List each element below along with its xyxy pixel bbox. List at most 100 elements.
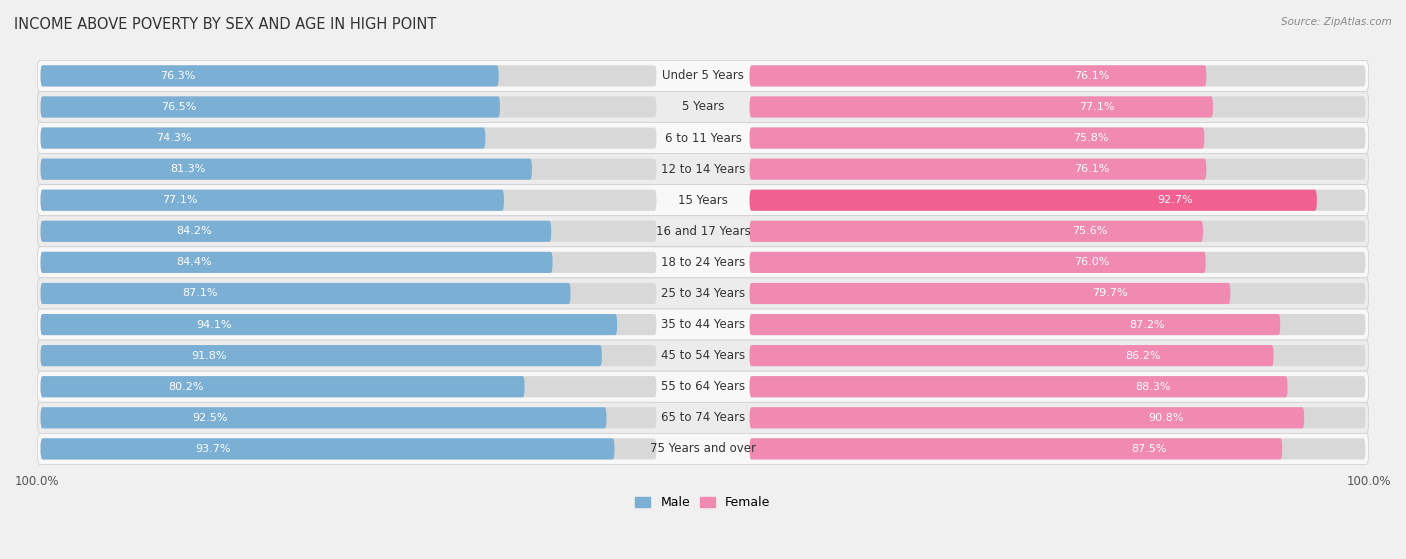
FancyBboxPatch shape xyxy=(749,252,1205,273)
FancyBboxPatch shape xyxy=(37,92,1369,122)
FancyBboxPatch shape xyxy=(749,65,1206,87)
Text: 76.1%: 76.1% xyxy=(1074,71,1109,81)
FancyBboxPatch shape xyxy=(41,190,503,211)
FancyBboxPatch shape xyxy=(749,314,1365,335)
FancyBboxPatch shape xyxy=(41,96,501,117)
FancyBboxPatch shape xyxy=(749,221,1365,242)
FancyBboxPatch shape xyxy=(41,345,602,366)
Text: 76.1%: 76.1% xyxy=(1074,164,1109,174)
FancyBboxPatch shape xyxy=(41,283,571,304)
Text: 87.1%: 87.1% xyxy=(181,288,218,299)
FancyBboxPatch shape xyxy=(749,314,1281,335)
Text: INCOME ABOVE POVERTY BY SEX AND AGE IN HIGH POINT: INCOME ABOVE POVERTY BY SEX AND AGE IN H… xyxy=(14,17,436,32)
FancyBboxPatch shape xyxy=(41,376,657,397)
FancyBboxPatch shape xyxy=(749,438,1365,459)
FancyBboxPatch shape xyxy=(37,340,1369,371)
FancyBboxPatch shape xyxy=(41,159,531,179)
FancyBboxPatch shape xyxy=(37,154,1369,184)
Text: 35 to 44 Years: 35 to 44 Years xyxy=(661,318,745,331)
FancyBboxPatch shape xyxy=(37,433,1369,465)
FancyBboxPatch shape xyxy=(41,252,553,273)
Text: 90.8%: 90.8% xyxy=(1147,413,1184,423)
FancyBboxPatch shape xyxy=(37,278,1369,309)
Text: 92.7%: 92.7% xyxy=(1157,195,1192,205)
FancyBboxPatch shape xyxy=(749,221,1204,242)
FancyBboxPatch shape xyxy=(41,65,657,87)
Text: 92.5%: 92.5% xyxy=(193,413,228,423)
Text: 84.4%: 84.4% xyxy=(176,257,212,267)
FancyBboxPatch shape xyxy=(749,190,1317,211)
Text: 5 Years: 5 Years xyxy=(682,101,724,113)
FancyBboxPatch shape xyxy=(41,345,657,366)
FancyBboxPatch shape xyxy=(749,376,1288,397)
FancyBboxPatch shape xyxy=(37,309,1369,340)
Text: 16 and 17 Years: 16 and 17 Years xyxy=(655,225,751,238)
Text: 79.7%: 79.7% xyxy=(1092,288,1128,299)
Text: 88.3%: 88.3% xyxy=(1135,382,1171,392)
Text: 93.7%: 93.7% xyxy=(195,444,231,454)
FancyBboxPatch shape xyxy=(749,252,1365,273)
Text: 81.3%: 81.3% xyxy=(170,164,205,174)
Text: 80.2%: 80.2% xyxy=(169,382,204,392)
FancyBboxPatch shape xyxy=(41,408,657,428)
FancyBboxPatch shape xyxy=(41,127,485,149)
Text: Source: ZipAtlas.com: Source: ZipAtlas.com xyxy=(1281,17,1392,27)
Text: 87.2%: 87.2% xyxy=(1130,320,1166,330)
Text: 18 to 24 Years: 18 to 24 Years xyxy=(661,256,745,269)
Text: 75.8%: 75.8% xyxy=(1073,133,1108,143)
FancyBboxPatch shape xyxy=(749,159,1365,179)
FancyBboxPatch shape xyxy=(41,283,657,304)
FancyBboxPatch shape xyxy=(41,221,551,242)
Text: 45 to 54 Years: 45 to 54 Years xyxy=(661,349,745,362)
FancyBboxPatch shape xyxy=(749,345,1274,366)
FancyBboxPatch shape xyxy=(749,127,1205,149)
FancyBboxPatch shape xyxy=(749,190,1365,211)
FancyBboxPatch shape xyxy=(41,190,657,211)
FancyBboxPatch shape xyxy=(41,221,657,242)
FancyBboxPatch shape xyxy=(37,247,1369,278)
FancyBboxPatch shape xyxy=(41,438,614,459)
FancyBboxPatch shape xyxy=(749,345,1365,366)
FancyBboxPatch shape xyxy=(37,216,1369,247)
FancyBboxPatch shape xyxy=(749,283,1230,304)
Legend: Male, Female: Male, Female xyxy=(630,491,776,514)
Text: 65 to 74 Years: 65 to 74 Years xyxy=(661,411,745,424)
Text: 87.5%: 87.5% xyxy=(1132,444,1167,454)
FancyBboxPatch shape xyxy=(749,408,1305,428)
Text: 75.6%: 75.6% xyxy=(1071,226,1108,236)
Text: 6 to 11 Years: 6 to 11 Years xyxy=(665,131,741,145)
Text: 77.1%: 77.1% xyxy=(162,195,197,205)
Text: 86.2%: 86.2% xyxy=(1125,350,1160,361)
FancyBboxPatch shape xyxy=(41,408,606,428)
FancyBboxPatch shape xyxy=(41,159,657,179)
Text: 15 Years: 15 Years xyxy=(678,194,728,207)
FancyBboxPatch shape xyxy=(749,438,1282,459)
FancyBboxPatch shape xyxy=(41,314,657,335)
FancyBboxPatch shape xyxy=(749,96,1365,117)
Text: 76.0%: 76.0% xyxy=(1074,257,1109,267)
Text: 75 Years and over: 75 Years and over xyxy=(650,442,756,456)
FancyBboxPatch shape xyxy=(41,127,657,149)
FancyBboxPatch shape xyxy=(749,65,1365,87)
FancyBboxPatch shape xyxy=(749,376,1365,397)
Text: 76.3%: 76.3% xyxy=(160,71,195,81)
FancyBboxPatch shape xyxy=(749,408,1365,428)
Text: 84.2%: 84.2% xyxy=(176,226,211,236)
FancyBboxPatch shape xyxy=(37,371,1369,402)
FancyBboxPatch shape xyxy=(749,96,1213,117)
FancyBboxPatch shape xyxy=(37,60,1369,92)
FancyBboxPatch shape xyxy=(41,252,657,273)
Text: 91.8%: 91.8% xyxy=(191,350,226,361)
FancyBboxPatch shape xyxy=(41,65,499,87)
FancyBboxPatch shape xyxy=(37,402,1369,433)
Text: 94.1%: 94.1% xyxy=(195,320,232,330)
FancyBboxPatch shape xyxy=(41,376,524,397)
FancyBboxPatch shape xyxy=(41,438,657,459)
Text: 12 to 14 Years: 12 to 14 Years xyxy=(661,163,745,176)
Text: 25 to 34 Years: 25 to 34 Years xyxy=(661,287,745,300)
FancyBboxPatch shape xyxy=(749,159,1206,179)
Text: 74.3%: 74.3% xyxy=(156,133,191,143)
FancyBboxPatch shape xyxy=(37,184,1369,216)
FancyBboxPatch shape xyxy=(41,96,657,117)
FancyBboxPatch shape xyxy=(41,314,617,335)
